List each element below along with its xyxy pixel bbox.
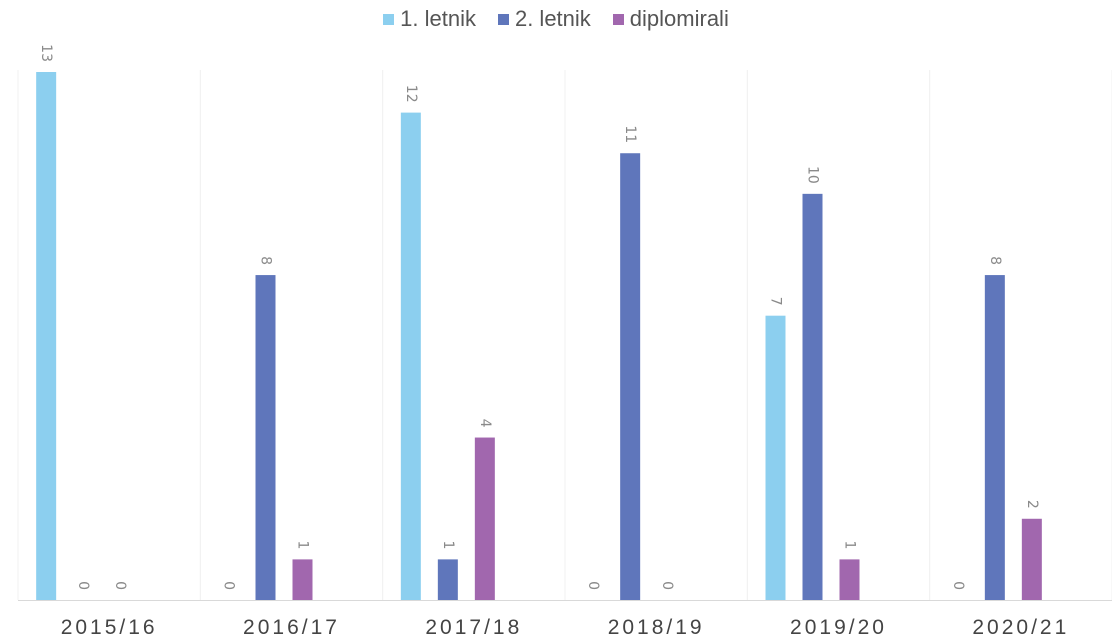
bar-2-letnik-2018-19 <box>620 153 641 600</box>
x-tick-label: 2020/21 <box>972 616 1069 638</box>
data-label: 0 <box>221 581 237 590</box>
data-label: 11 <box>622 125 638 143</box>
data-label: 2 <box>1024 500 1040 509</box>
bar-diplomirali-2016-17 <box>292 559 313 600</box>
bar-2-letnik-2016-17 <box>255 275 276 600</box>
legend-item-1-letnik: 1. letnik <box>383 6 476 32</box>
x-tick-label: 2019/20 <box>790 616 887 638</box>
data-label: 1 <box>842 540 858 549</box>
legend-swatch-2-letnik <box>497 13 509 25</box>
legend-swatch-diplomirali <box>612 13 624 25</box>
data-label: 0 <box>75 581 91 590</box>
legend-item-2-letnik: 2. letnik <box>497 6 591 32</box>
legend-item-diplomirali: diplomirali <box>612 6 729 32</box>
legend-label-diplomirali: diplomirali <box>629 6 729 31</box>
x-tick-label: 2015/16 <box>61 616 158 638</box>
legend-swatch-1-letnik <box>383 13 395 25</box>
data-label: 0 <box>585 581 601 590</box>
data-label: 1 <box>440 540 456 549</box>
bar-1-letnik-2017-18 <box>400 112 421 600</box>
bar-2-letnik-2020-21 <box>984 275 1005 600</box>
bar-1-letnik-2015-16 <box>36 72 57 600</box>
x-tick-label: 2016/17 <box>243 616 340 638</box>
bar-diplomirali-2020-21 <box>1021 518 1042 600</box>
bar-1-letnik-2019-20 <box>765 315 786 600</box>
x-tick-label: 2018/19 <box>608 616 705 638</box>
data-label: 12 <box>403 85 419 103</box>
data-label: 0 <box>112 581 128 590</box>
bar-2-letnik-2019-20 <box>802 193 823 600</box>
data-label: 10 <box>805 166 821 184</box>
bar-diplomirali-2019-20 <box>839 559 860 600</box>
data-label: 0 <box>659 581 675 590</box>
x-tick-label: 2017/18 <box>425 616 522 638</box>
bar-2-letnik-2017-18 <box>437 559 458 600</box>
data-label: 13 <box>38 44 54 62</box>
data-label: 0 <box>950 581 966 590</box>
bar-diplomirali-2017-18 <box>474 437 495 600</box>
chart-legend: 1. letnik 2. letnik diplomirali <box>0 6 1112 32</box>
data-label: 4 <box>477 419 493 428</box>
data-label: 1 <box>295 540 311 549</box>
data-label: 7 <box>768 297 784 306</box>
legend-label-2-letnik: 2. letnik <box>514 6 591 31</box>
legend-label-1-letnik: 1. letnik <box>400 6 476 31</box>
data-label: 8 <box>258 256 274 265</box>
data-label: 8 <box>987 256 1003 265</box>
